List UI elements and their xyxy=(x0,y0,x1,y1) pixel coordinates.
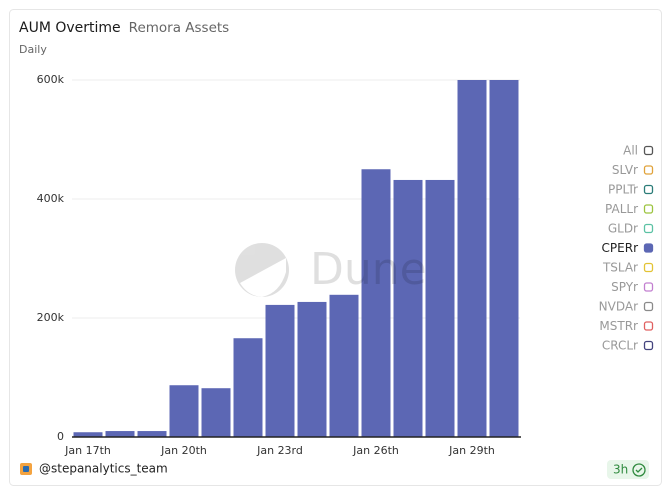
x-tick-label: Jan 20th xyxy=(160,444,207,457)
bar xyxy=(297,301,327,437)
legend-item[interactable]: NVDAr xyxy=(599,300,654,314)
bar xyxy=(233,338,263,437)
legend-label: SPYr xyxy=(611,280,638,294)
legend-swatch xyxy=(643,340,654,351)
legend-label: CPERr xyxy=(602,241,639,255)
bar xyxy=(265,304,295,437)
watermark-logo xyxy=(235,243,289,297)
y-tick-label: 200k xyxy=(37,311,65,324)
legend-label: SLVr xyxy=(612,163,638,177)
legend-label: PPLTr xyxy=(608,183,638,197)
y-tick-label: 400k xyxy=(37,192,65,205)
chart-subtitle: Remora Assets xyxy=(129,20,230,36)
plot-area: 0 200k 400k 600k Jan 17th Jan 20th Jan 23rd Jan… xyxy=(37,73,521,457)
legend-swatch xyxy=(643,262,654,273)
legend-item[interactable]: TSLAr xyxy=(602,261,654,275)
legend-item[interactable]: SLVr xyxy=(612,163,654,177)
legend-swatch xyxy=(643,282,654,292)
bar xyxy=(137,431,167,437)
legend-label: MSTRr xyxy=(599,319,638,333)
y-tick-label: 600k xyxy=(37,73,65,86)
legend-item[interactable]: GLDr xyxy=(608,222,654,236)
legend-item[interactable]: SPYr xyxy=(611,280,654,294)
legend-item[interactable]: PALLr xyxy=(605,202,654,216)
watermark-logo-cut xyxy=(240,258,286,297)
legend-swatch xyxy=(643,223,654,234)
legend-item[interactable]: All xyxy=(623,144,654,158)
legend-swatch xyxy=(643,165,654,175)
watermark-text: Dune xyxy=(310,244,427,295)
legend-swatch xyxy=(643,145,654,156)
legend-item[interactable]: CRCLr xyxy=(602,339,654,353)
check-icon xyxy=(632,463,646,477)
x-tick-label: Jan 29th xyxy=(448,444,495,457)
x-tick-label: Jan 17th xyxy=(64,444,111,457)
legend-label: CRCLr xyxy=(602,339,638,353)
legend-item[interactable]: MSTRr xyxy=(599,319,654,333)
check-mark xyxy=(635,467,643,473)
author-name[interactable]: @stepanalytics_team xyxy=(39,462,168,476)
bar xyxy=(361,169,391,437)
bar xyxy=(489,80,519,437)
legend-swatch xyxy=(643,243,654,253)
legend-item[interactable]: CPERr xyxy=(602,241,654,255)
bar xyxy=(457,80,487,437)
legend-label: All xyxy=(623,144,638,158)
legend-label: PALLr xyxy=(605,202,638,216)
bar xyxy=(73,432,103,437)
legend-swatch xyxy=(643,321,654,331)
age-badge xyxy=(607,460,649,479)
bar xyxy=(393,179,423,437)
legend-swatch xyxy=(643,204,654,214)
bar xyxy=(425,179,455,437)
bar xyxy=(329,294,359,437)
legend-label: GLDr xyxy=(608,222,638,236)
bar xyxy=(201,388,231,437)
age-text: 3h xyxy=(613,463,628,477)
bar xyxy=(105,431,135,437)
legend-item[interactable]: PPLTr xyxy=(608,183,654,197)
bar xyxy=(169,385,199,437)
period-label: Daily xyxy=(19,43,47,56)
legend-label: NVDAr xyxy=(599,300,638,314)
legend-label: TSLAr xyxy=(602,261,638,275)
footer: @stepanalytics_team 3h xyxy=(20,460,649,479)
legend-swatch xyxy=(643,301,654,312)
y-tick-label: 0 xyxy=(57,430,64,443)
x-tick-label: Jan 23rd xyxy=(256,444,303,457)
author-logo-inner xyxy=(23,466,29,472)
watermark: Dune xyxy=(235,243,427,297)
legend-swatch xyxy=(643,184,654,195)
x-tick-label: Jan 26th xyxy=(352,444,399,457)
chart-title: AUM Overtime xyxy=(19,20,121,36)
legend: All SLVr PPLTr PALLr GLDr CPERr TSLAr SPYr NVDAr… xyxy=(599,144,654,353)
